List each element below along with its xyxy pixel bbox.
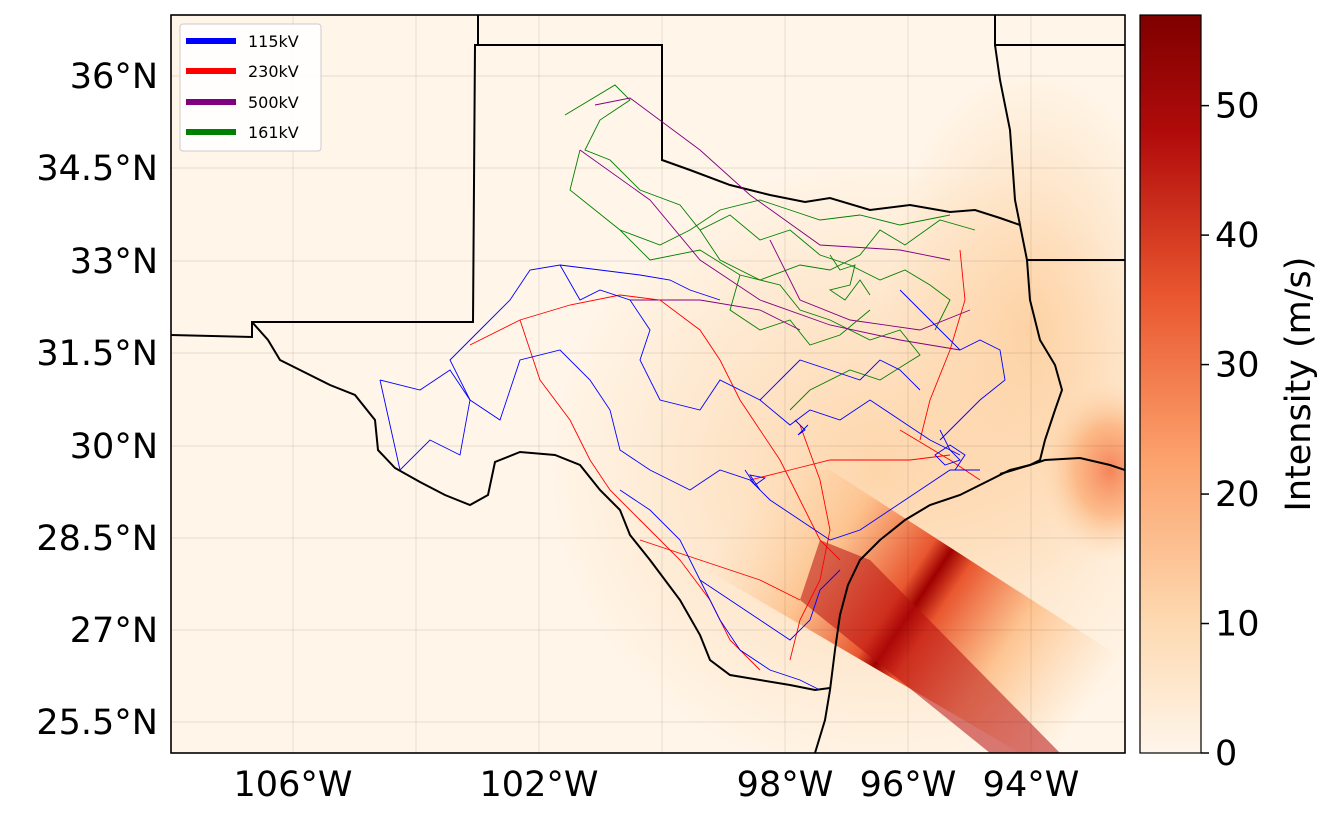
lat-tick-label: 27°N	[70, 611, 158, 651]
legend-item-500kv: 500kV	[186, 93, 299, 112]
lon-tick-label: 106°W	[234, 765, 353, 805]
colorbar-tick-label: 40	[1215, 216, 1260, 256]
lat-tick-label: 31.5°N	[36, 334, 158, 374]
texas-border	[171, 44, 1064, 753]
colorbar-label: Intensity (m/s)	[1279, 257, 1319, 512]
map-frame	[170, 14, 1126, 754]
colorbar-tick-label: 50	[1215, 87, 1260, 127]
lat-tick-label: 25.5°N	[36, 703, 158, 743]
transmission-network	[379, 84, 1006, 691]
map-area	[171, 15, 1125, 753]
colorbar-tick-label: 10	[1215, 605, 1260, 645]
lon-tick-label: 102°W	[480, 765, 599, 805]
colorbar-tick-label: 30	[1215, 346, 1260, 386]
state-borders	[171, 15, 1125, 753]
network-161kv	[564, 84, 976, 411]
legend-label-230kv: 230kV	[248, 62, 299, 81]
gridlines	[171, 15, 1125, 753]
colorbar-tick-label: 20	[1215, 475, 1260, 515]
colorbar: 0 10 20 30 40 50 Intensity (m/s)	[1139, 14, 1319, 774]
lat-tick-label: 33°N	[70, 242, 158, 282]
lon-tick-label: 94°W	[983, 765, 1080, 805]
lat-tick-label: 36°N	[70, 57, 158, 97]
lat-tick-label: 30°N	[70, 427, 158, 467]
colorbar-tick-label: 0	[1215, 734, 1237, 774]
legend-label-161kv: 161kV	[248, 123, 299, 142]
legend-label-500kv: 500kV	[248, 93, 299, 112]
legend-item-115kv: 115kV	[186, 32, 299, 51]
gulf-coast	[999, 456, 1125, 475]
colorbar-gradient	[1139, 14, 1202, 754]
latitude-ticks: 36°N 34.5°N 33°N 31.5°N 30°N 28.5°N 27°N…	[36, 57, 158, 743]
texas-west-border	[251, 321, 831, 692]
legend-label-115kv: 115kV	[248, 32, 299, 51]
lat-tick-label: 28.5°N	[36, 519, 158, 559]
longitude-ticks: 106°W 102°W 98°W 96°W 94°W	[234, 765, 1080, 805]
colorbar-ticks: 0 10 20 30 40 50	[1201, 87, 1260, 774]
lon-tick-label: 98°W	[737, 765, 834, 805]
legend: 115kV 230kV 500kV 161kV	[179, 23, 322, 152]
wind-intensity-field	[550, 70, 1125, 753]
lat-tick-label: 34.5°N	[36, 149, 158, 189]
lon-tick-label: 96°W	[860, 765, 957, 805]
legend-item-230kv: 230kV	[186, 62, 299, 81]
network-500kv	[579, 97, 971, 351]
network-115kv	[379, 264, 1006, 691]
oklahoma-east-border	[994, 44, 1021, 226]
legend-item-161kv: 161kV	[186, 123, 299, 142]
legend-box	[179, 23, 322, 152]
